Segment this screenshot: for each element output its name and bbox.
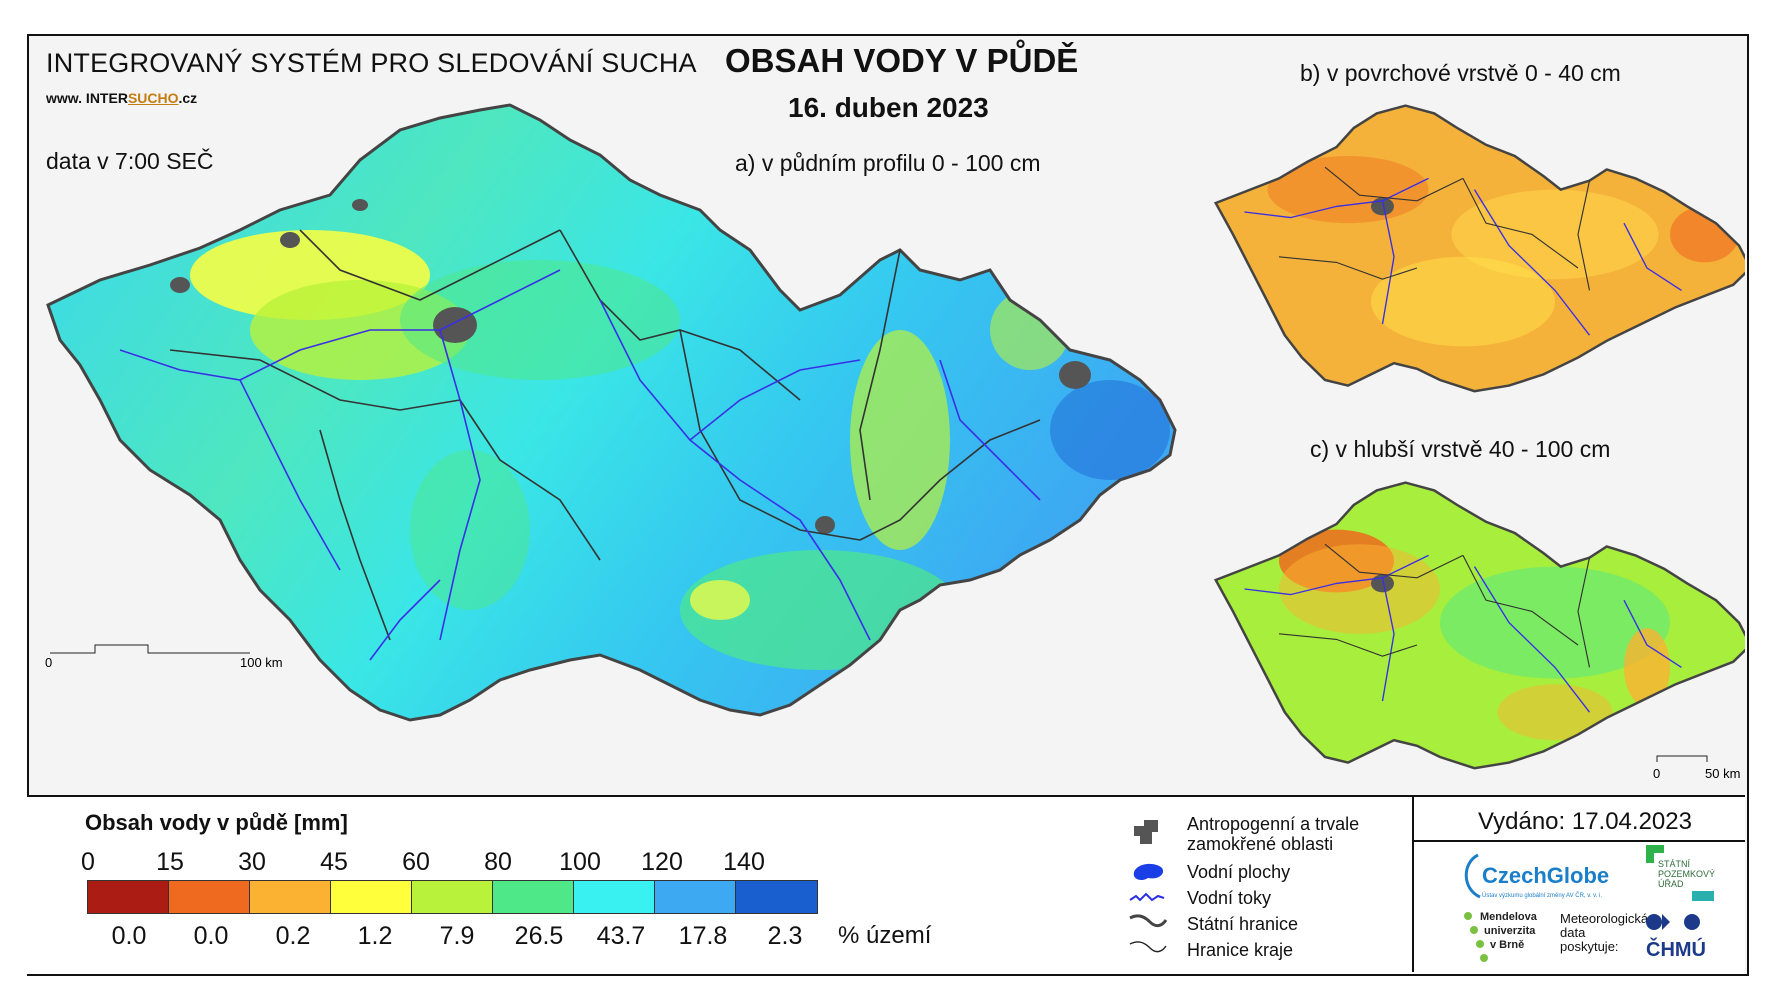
map-date: 16. duben 2023 bbox=[788, 92, 989, 123]
svg-text:Mendelova: Mendelova bbox=[1480, 911, 1538, 923]
color-bin-5 bbox=[493, 881, 574, 913]
svg-text:Ústav výzkumu globální změny A: Ústav výzkumu globální změny AV ČR, v. v… bbox=[1482, 892, 1602, 899]
key-water-bodies: Vodní plochy bbox=[1187, 862, 1291, 882]
color-bin-3 bbox=[331, 881, 412, 913]
color-bin-6 bbox=[574, 881, 655, 913]
legend-tick: 45 bbox=[320, 848, 348, 876]
key-anthropogenic-label: Antropogenní a trvale zamokřené oblasti bbox=[1187, 814, 1360, 854]
mendel-university-logo: Mendelova univerzita v Brně bbox=[1464, 911, 1538, 962]
key-state-border: Státní hranice bbox=[1187, 914, 1299, 934]
key-region-border: Hranice kraje bbox=[1187, 940, 1294, 960]
river-icon bbox=[1129, 892, 1165, 902]
scale-c-start: 0 bbox=[1653, 766, 1660, 781]
area-percent-value: 0.2 bbox=[275, 922, 311, 950]
system-title: INTEGROVANÝ SYSTÉM PRO SLEDOVÁNÍ SUCHA bbox=[46, 48, 697, 78]
meteorological-data-text: Meteorologická data poskytuje: bbox=[1560, 911, 1649, 954]
chmu-logo: ČHMÚ bbox=[1646, 914, 1706, 961]
map-c-deeper-layer: 0 50 km bbox=[1213, 481, 1745, 781]
water-body-icon bbox=[1133, 863, 1164, 880]
color-bin-7 bbox=[655, 881, 736, 913]
region-border-icon bbox=[1129, 941, 1167, 953]
svg-text:v Brně: v Brně bbox=[1490, 939, 1524, 951]
color-bin-0 bbox=[88, 881, 169, 913]
legend-tick: 120 bbox=[641, 848, 683, 876]
legend-title: Obsah vody v půdě [mm] bbox=[85, 810, 348, 835]
issued-date: Vydáno: 17.04.2023 bbox=[1478, 808, 1692, 835]
area-percent-value: 0.0 bbox=[111, 922, 147, 950]
czechglobe-logo: CzechGlobe Ústav výzkumu globální změny … bbox=[1464, 853, 1609, 899]
issued-divider bbox=[1414, 840, 1745, 842]
svg-text:POZEMKOVÝ: POZEMKOVÝ bbox=[1658, 869, 1715, 879]
data-time: data v 7:00 SEČ bbox=[46, 148, 214, 174]
svg-text:CzechGlobe: CzechGlobe bbox=[1482, 863, 1609, 888]
area-percent-value: 7.9 bbox=[439, 922, 475, 950]
area-percent-value: 26.5 bbox=[514, 922, 564, 950]
map-b-label: b) v povrchové vrstvě 0 - 40 cm bbox=[1300, 60, 1621, 86]
area-percent-value: 43.7 bbox=[596, 922, 646, 950]
map-a-label: a) v půdním profilu 0 - 100 cm bbox=[735, 150, 1041, 176]
legend-tick: 100 bbox=[559, 848, 601, 876]
legend-tick: 80 bbox=[484, 848, 512, 876]
scale-a-start: 0 bbox=[45, 655, 52, 670]
legend-tick: 30 bbox=[238, 848, 266, 876]
svg-text:STÁTNÍ: STÁTNÍ bbox=[1658, 859, 1691, 869]
area-percent-label: % území bbox=[838, 922, 932, 949]
color-bin-8 bbox=[736, 881, 817, 913]
area-percent-value: 2.3 bbox=[767, 922, 803, 950]
legend-tick: 140 bbox=[723, 848, 765, 876]
svg-text:univerzita: univerzita bbox=[1484, 925, 1536, 937]
legend-tick: 15 bbox=[156, 848, 184, 876]
state-border-icon bbox=[1129, 914, 1168, 928]
scale-a-end: 100 km bbox=[240, 655, 283, 670]
svg-text:ČHMÚ: ČHMÚ bbox=[1646, 937, 1706, 961]
spu-logo: STÁTNÍ POZEMKOVÝ ÚŘAD bbox=[1646, 845, 1715, 901]
legend-tick: 0 bbox=[81, 848, 95, 876]
panel-divider bbox=[1412, 795, 1414, 972]
legend-tick: 60 bbox=[402, 848, 430, 876]
color-bin-4 bbox=[412, 881, 493, 913]
map-c-label: c) v hlubší vrstvě 40 - 100 cm bbox=[1310, 436, 1611, 462]
color-bar bbox=[87, 880, 818, 914]
map-b-surface-layer bbox=[1213, 104, 1745, 393]
scale-c-end: 50 km bbox=[1705, 766, 1740, 781]
color-bin-2 bbox=[250, 881, 331, 913]
page-title: OBSAH VODY V PŮDĚ bbox=[725, 42, 1079, 79]
website-url[interactable]: www. INTERSUCHO.cz bbox=[46, 90, 198, 106]
anthropogenic-area-icon bbox=[1134, 820, 1158, 844]
color-bin-1 bbox=[169, 881, 250, 913]
key-rivers: Vodní toky bbox=[1187, 888, 1272, 908]
area-percent-value: 1.2 bbox=[357, 922, 393, 950]
area-percent-value: 0.0 bbox=[193, 922, 229, 950]
area-percent-value: 17.8 bbox=[678, 922, 728, 950]
svg-text:ÚŘAD: ÚŘAD bbox=[1658, 879, 1684, 889]
map-a-soil-profile: 0 100 km bbox=[45, 103, 1177, 722]
